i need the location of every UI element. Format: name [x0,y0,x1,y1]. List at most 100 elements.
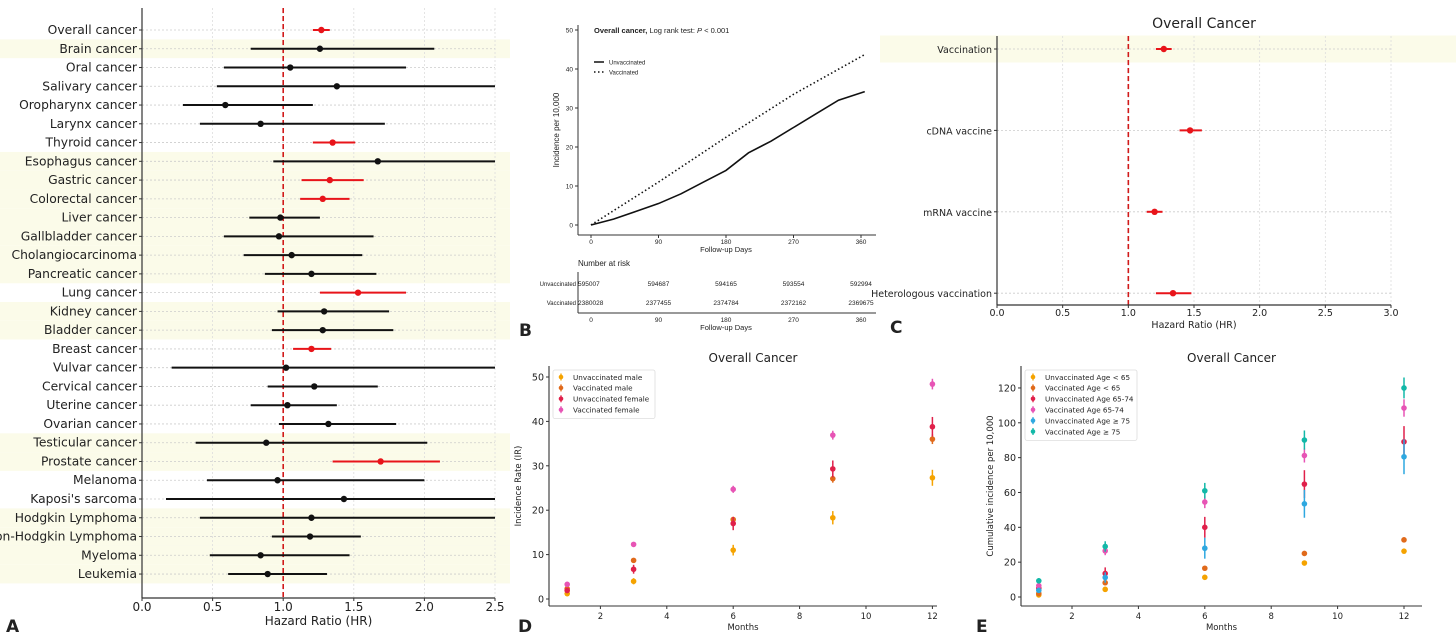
x-axis-label: Hazard Ratio (HR) [1151,320,1236,331]
data-point [1301,452,1308,459]
legend-label: Vaccinated Age ≥ 75 [1045,427,1120,436]
y-tick-label: 20 [1004,558,1016,569]
title-bold: Overall cancer, [594,26,647,35]
row-label: Larynx cancer [50,117,138,131]
y-tick-label: 120 [998,383,1016,394]
x-tick-label: 2.5 [1318,308,1333,319]
x-axis-label: Hazard Ratio (HR) [265,614,373,628]
data-point [1301,501,1308,507]
x-tick-label: 12 [1399,612,1410,622]
y-tick-label: 10 [532,550,544,561]
panel-b-cumulative-incidence: 0 10 20 30 40 50 0 90 180 270 360 Follow-up Days Inc… [540,25,876,332]
hazard-ratio-point [263,439,270,446]
row-label: Hodgkin Lymphoma [15,511,137,525]
risk-x-tick-label: 90 [655,317,663,324]
data-point [830,466,836,472]
row-label: Leukemia [78,567,137,581]
hazard-ratio-point [277,214,284,221]
y-tick-label: 30 [532,461,544,472]
hazard-ratio-point [329,139,336,146]
legend-label: Unvaccinated Age 65-74 [1045,395,1134,404]
data-point [630,557,637,564]
hazard-ratio-point [257,552,264,559]
x-tick-label: 10 [861,612,872,622]
legend-marker [1030,407,1036,413]
risk-x-tick-label: 270 [788,317,799,324]
data-point [929,423,936,430]
row-label: Thyroid cancer [45,136,138,150]
hazard-ratio-point [282,364,290,371]
chart-title: Overall Cancer [1187,351,1276,365]
panel-letter: D [518,617,532,633]
x-tick-label: 90 [655,239,663,246]
y-tick-label: 40 [1004,523,1016,534]
x-axis-label: Months [1206,623,1238,633]
x-tick-label: 0 [589,239,593,246]
data-point [1036,587,1042,594]
x-tick-label: 270 [788,239,799,246]
hazard-ratio-point [1151,208,1158,215]
y-tick-label: 50 [566,28,574,35]
x-tick-label: 2.5 [485,600,504,614]
panel-letter: B [519,321,532,341]
legend-marker [558,407,564,413]
risk-table-title: Number at risk [578,259,631,268]
data-point [1102,586,1108,593]
data-point [1301,481,1308,487]
row-label: Heterologous vaccination [871,289,992,300]
x-tick-label: 2 [598,612,603,622]
risk-count: 2380028 [578,300,604,307]
hazard-ratio-point [275,233,283,240]
row-label: Gallbladder cancer [21,229,138,243]
hazard-ratio-point [222,101,229,109]
risk-x-axis-label: Follow-up Days [700,323,752,332]
y-tick-label: 20 [566,145,574,152]
hazard-ratio-point [1169,290,1177,297]
x-tick-label: 1.0 [1121,308,1136,319]
data-point [1102,574,1108,581]
risk-row-label: Vaccinated [547,301,576,307]
legend-label: Unvaccinated male [573,373,643,382]
data-point [1202,545,1208,552]
chart-title: Overall Cancer [1152,16,1256,32]
data-point [1202,487,1208,494]
data-point [929,436,936,442]
row-label: Melanoma [73,473,137,487]
row-label: Testicular cancer [32,436,138,450]
y-tick-label: 0 [1010,593,1016,604]
x-tick-label: 2.0 [415,600,434,614]
legend-label: Vaccinated Age 65-74 [1045,406,1124,415]
series-line-unvaccinated [590,90,865,226]
x-tick-label: 2 [1069,612,1074,622]
row-label: Vulvar cancer [53,361,138,375]
y-axis-label: Incidence Rate (IR) [514,446,524,527]
data-point [1202,499,1208,505]
data-point [630,578,637,585]
hazard-ratio-point [320,308,328,315]
hazard-ratio-point [288,251,295,259]
hazard-ratio-point [308,270,315,278]
legend-label: Vaccinated Age < 65 [1045,384,1120,393]
hazard-ratio-point [1160,45,1167,53]
data-point [564,581,570,588]
x-tick-label: 6 [1202,612,1207,622]
y-axis-label: Cumulative incidence per 10,000 [986,415,996,556]
risk-x-tick-label: 360 [856,317,867,324]
x-tick-label: 360 [856,239,867,246]
risk-count: 595007 [578,281,600,288]
panel-c-vaccine-type-forest-plot: 0.0 0.5 1.0 1.5 2.0 2.5 3.0 Vaccination cDNA vac… [871,16,1456,331]
data-point [564,587,570,594]
hazard-ratio-point [325,420,332,428]
row-label: Ovarian cancer [43,417,138,431]
row-label: Non-Hodgkin Lymphoma [0,530,137,544]
risk-count: 592994 [850,281,872,288]
row-label: Vaccination [937,45,992,56]
hazard-ratio-point [308,514,315,521]
data-point [630,566,637,573]
legend-marker [558,396,564,402]
risk-count: 2374784 [713,300,739,307]
legend-marker [1030,374,1036,380]
title-pvalue: < 0.001 [702,26,729,35]
data-point [1202,574,1208,581]
x-tick-label: 0.5 [203,600,222,614]
